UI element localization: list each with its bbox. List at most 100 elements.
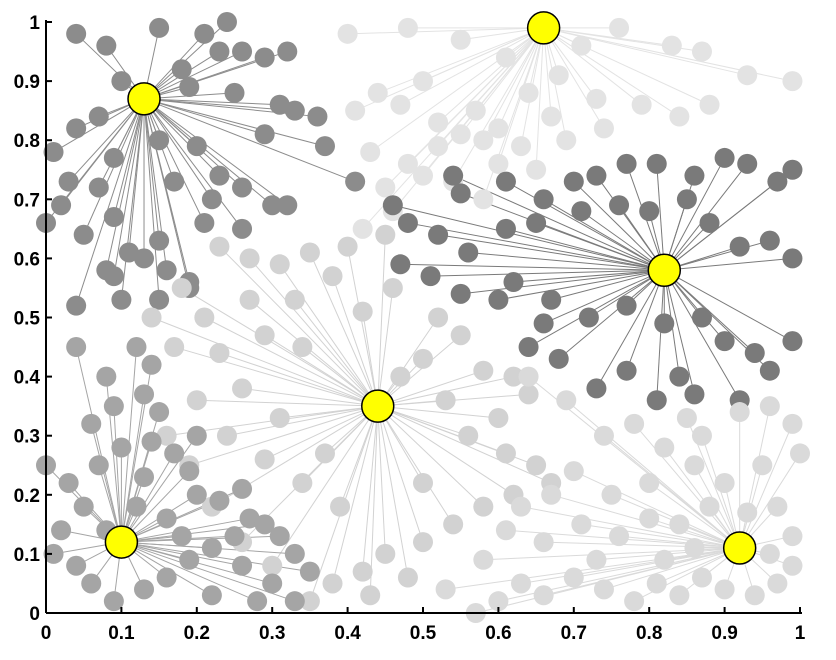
- cluster-edge: [120, 394, 145, 543]
- data-point: [691, 567, 712, 588]
- data-point: [103, 266, 124, 287]
- data-point: [533, 313, 554, 334]
- data-point: [563, 171, 584, 192]
- x-tick-label: 0.5: [410, 623, 437, 644]
- data-point: [548, 65, 569, 86]
- data-point: [473, 549, 494, 570]
- data-point: [330, 496, 351, 517]
- cluster-edge: [264, 405, 378, 460]
- cluster-edge: [573, 181, 665, 271]
- data-point: [428, 136, 449, 157]
- data-point: [232, 177, 253, 198]
- data-point: [81, 573, 102, 594]
- data-point: [375, 543, 396, 564]
- data-point: [443, 165, 464, 186]
- cluster-edge: [377, 405, 514, 496]
- cluster-edge: [430, 269, 665, 277]
- data-point: [420, 266, 441, 287]
- data-point: [601, 484, 622, 505]
- data-point: [458, 242, 479, 263]
- x-tick-label: 1: [795, 623, 806, 644]
- data-point: [578, 307, 599, 328]
- data-point: [66, 23, 87, 44]
- data-point: [473, 189, 494, 210]
- data-point: [744, 342, 765, 363]
- data-point: [541, 106, 562, 127]
- data-point: [511, 496, 532, 517]
- data-point: [209, 236, 230, 257]
- data-point: [646, 153, 667, 174]
- data-point: [413, 472, 433, 493]
- data-point: [669, 585, 690, 606]
- data-point: [209, 490, 230, 511]
- cluster-edge: [143, 98, 288, 206]
- data-point: [541, 289, 562, 310]
- data-point: [382, 195, 403, 216]
- data-point: [571, 514, 592, 535]
- cluster-edge: [143, 51, 243, 100]
- cluster-edge: [241, 387, 378, 407]
- data-point: [488, 153, 509, 174]
- data-point: [624, 413, 645, 434]
- cluster-edge: [498, 269, 665, 301]
- data-point: [413, 532, 433, 553]
- data-point: [541, 484, 562, 505]
- cluster-edge: [174, 346, 378, 407]
- data-point: [262, 195, 283, 216]
- data-point: [593, 118, 614, 139]
- data-point: [699, 94, 720, 115]
- data-point: [126, 337, 147, 358]
- data-point: [744, 585, 765, 606]
- data-point: [254, 514, 275, 535]
- data-point: [669, 366, 690, 387]
- cluster-edge: [302, 405, 379, 484]
- data-point: [111, 289, 132, 310]
- data-point: [413, 71, 433, 92]
- y-tick-label: 1: [29, 13, 40, 34]
- cluster-edge: [332, 406, 379, 584]
- data-point: [526, 455, 547, 476]
- data-point: [194, 307, 215, 328]
- data-point: [714, 472, 735, 493]
- data-point: [156, 567, 177, 588]
- cluster-edge: [633, 547, 740, 602]
- cluster-edge: [75, 98, 145, 306]
- data-point: [616, 153, 637, 174]
- data-point: [428, 112, 449, 133]
- cluster-center-point: [647, 253, 682, 287]
- data-point: [413, 165, 433, 186]
- data-point: [413, 348, 433, 369]
- data-point: [149, 402, 170, 423]
- cluster-edge: [543, 27, 605, 129]
- axes: 0 0.1 0.2 0.3 0.4 0.5 0.6 0.7 0.8 0.9 1 0 0.1 0.2 0.3 0…: [14, 13, 806, 644]
- cluster-edge: [520, 506, 740, 549]
- cluster-edge: [422, 27, 544, 82]
- data-point: [397, 153, 418, 174]
- data-point: [51, 520, 72, 541]
- cluster-edge: [377, 370, 484, 407]
- data-point: [88, 106, 109, 127]
- data-point: [699, 212, 720, 233]
- data-point: [488, 591, 509, 612]
- cluster-edge: [626, 270, 665, 371]
- cluster-edge: [249, 258, 379, 407]
- data-point: [345, 100, 366, 121]
- data-point: [209, 41, 230, 62]
- data-point: [654, 437, 675, 458]
- cluster-edge: [151, 317, 378, 407]
- data-point: [631, 94, 652, 115]
- data-point: [134, 248, 155, 269]
- data-point: [450, 29, 471, 50]
- data-point: [767, 573, 788, 594]
- data-point: [186, 390, 207, 411]
- data-point: [156, 425, 177, 446]
- cluster-edge: [377, 317, 439, 407]
- cluster-edge: [543, 27, 710, 106]
- data-point: [639, 472, 660, 493]
- data-point: [186, 136, 207, 157]
- data-point: [134, 467, 155, 488]
- data-point: [488, 407, 509, 428]
- y-tick-label: 0.6: [14, 249, 40, 270]
- data-point: [345, 171, 366, 192]
- data-point: [88, 455, 109, 476]
